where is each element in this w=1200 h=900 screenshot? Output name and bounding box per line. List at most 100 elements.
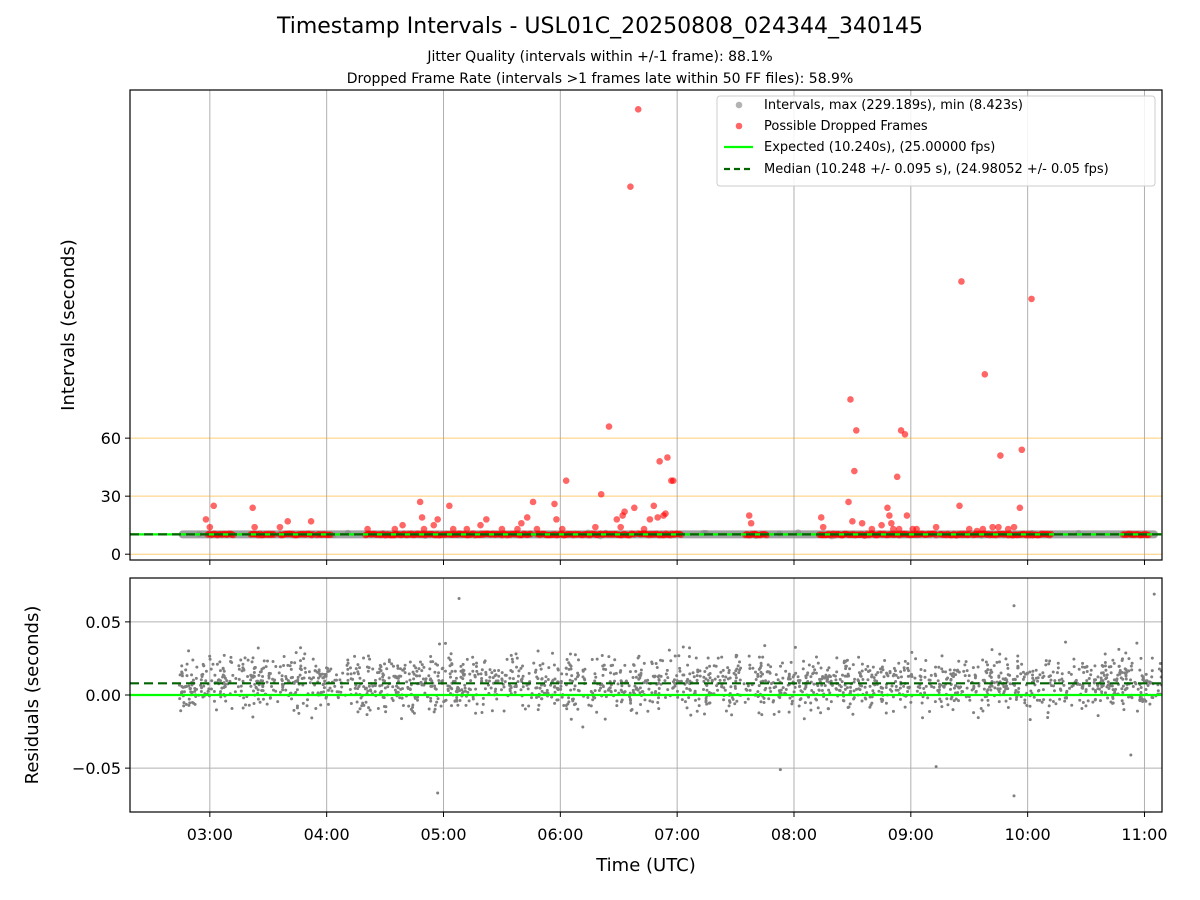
residual-point [1022,675,1026,679]
residual-point [613,679,617,683]
residual-point [187,703,191,707]
residual-point [735,667,739,671]
residual-point [720,655,724,659]
residual-point [1117,664,1121,668]
residual-point [326,688,330,692]
residual-point [1014,697,1018,701]
residual-point [1112,661,1116,665]
residual-point [400,696,404,700]
residual-point [936,688,940,692]
dropped-frame-point [430,521,438,529]
residual-point [706,679,710,683]
residual-point [218,660,222,664]
residual-point [1100,671,1104,675]
residual-point [809,708,813,712]
residual-point [292,681,296,685]
residual-point [619,679,623,683]
residual-point [714,664,718,668]
residual-point [206,689,210,693]
residual-point [765,670,769,674]
residual-point [190,673,194,677]
residual-point [202,684,206,688]
residual-point [178,673,182,677]
residual-point [713,677,717,681]
chart-subtitle-jitter: Jitter Quality (intervals within +/-1 fr… [427,49,773,65]
residual-point [519,666,523,670]
residual-point [398,667,402,671]
residual-point [1100,663,1104,667]
residuals-y-axis-label: Residuals (seconds) [22,606,43,785]
residual-point [845,686,849,690]
residual-point [293,661,297,665]
residual-point [1148,681,1152,685]
residual-point [553,690,557,694]
residual-point [366,689,370,693]
residual-point [218,669,222,673]
residual-point [1144,688,1148,692]
residual-point [1152,592,1156,596]
residual-point [560,672,564,676]
residual-point [734,653,738,657]
residual-point [453,679,457,683]
residual-point [316,676,320,680]
residual-point [737,671,741,675]
residual-point [509,668,513,672]
residual-point [845,658,849,662]
residual-point [852,697,856,701]
residual-point [1098,699,1102,703]
residual-point [182,701,186,705]
residual-point [705,666,709,670]
residual-point [932,685,936,689]
residual-point [928,678,932,682]
residual-point [633,684,637,688]
residual-point [1032,695,1036,699]
residual-point [1084,690,1088,694]
residual-point [695,674,699,678]
residual-point [767,670,771,674]
residual-point [502,685,506,689]
residual-point [1004,677,1008,681]
residual-point [635,711,639,715]
dropped-frame-point [932,523,940,531]
residual-point [278,690,282,694]
residual-point [187,649,191,653]
residual-point [940,667,944,671]
residuals-y-tick-label: 0.05 [85,613,121,632]
residual-point [547,666,551,670]
residual-point [484,679,488,683]
dropped-frame-point [562,477,570,484]
residual-point [909,700,913,704]
residual-point [946,703,950,707]
residual-point [409,707,413,711]
dropped-frame-point [592,523,599,531]
residual-point [923,675,927,679]
residual-point [1080,686,1084,690]
residual-point [813,668,817,672]
residual-point [989,688,993,692]
residual-point [884,711,888,715]
residual-point [1121,684,1125,688]
residual-point [1103,691,1107,695]
residual-point [289,661,293,665]
residual-point [998,652,1002,656]
residual-point [1006,706,1010,710]
residual-point [335,690,339,694]
residual-point [1111,701,1115,705]
residual-point [517,669,521,673]
residual-point [535,675,539,679]
residual-point [628,670,632,674]
residual-point [650,691,654,695]
residual-point [686,663,690,667]
residual-point [398,696,402,700]
residual-point [576,658,580,662]
residual-point [797,681,801,685]
residual-point [298,667,302,671]
residual-point [687,654,691,658]
residual-point [683,700,687,704]
residual-point [890,684,894,688]
residual-point [981,678,985,682]
residual-point [657,687,661,691]
residual-point [180,674,184,678]
residual-point [431,660,435,664]
residual-point [376,671,380,675]
